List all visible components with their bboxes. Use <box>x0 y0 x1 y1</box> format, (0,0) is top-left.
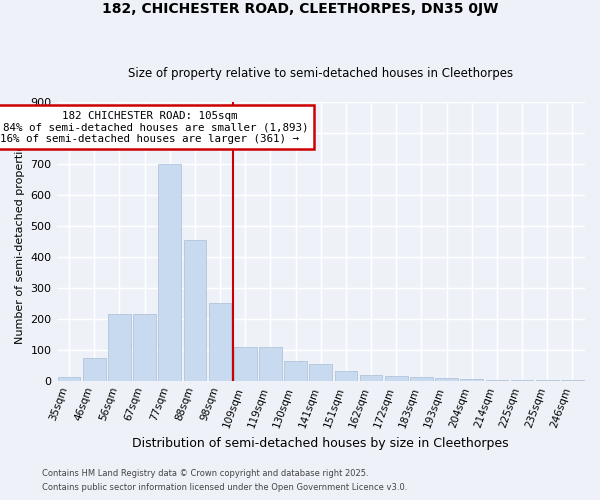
Bar <box>561 380 584 381</box>
Bar <box>410 377 433 381</box>
Bar <box>310 364 332 381</box>
X-axis label: Distribution of semi-detached houses by size in Cleethorpes: Distribution of semi-detached houses by … <box>133 437 509 450</box>
Bar <box>435 378 458 381</box>
Bar <box>536 380 559 381</box>
Bar <box>335 372 357 381</box>
Bar <box>108 314 131 381</box>
Text: 182 CHICHESTER ROAD: 105sqm
← 84% of semi-detached houses are smaller (1,893)
16: 182 CHICHESTER ROAD: 105sqm ← 84% of sem… <box>0 111 309 144</box>
Bar <box>284 360 307 381</box>
Bar <box>58 377 80 381</box>
Bar <box>385 376 407 381</box>
Bar <box>485 380 508 381</box>
Bar <box>460 379 483 381</box>
Title: Size of property relative to semi-detached houses in Cleethorpes: Size of property relative to semi-detach… <box>128 66 514 80</box>
Bar <box>158 164 181 381</box>
Bar <box>209 303 232 381</box>
Y-axis label: Number of semi-detached properties: Number of semi-detached properties <box>15 138 25 344</box>
Text: 182, CHICHESTER ROAD, CLEETHORPES, DN35 0JW: 182, CHICHESTER ROAD, CLEETHORPES, DN35 … <box>102 2 498 16</box>
Bar <box>511 380 533 381</box>
Bar <box>83 358 106 381</box>
Bar <box>360 375 382 381</box>
Bar <box>234 346 257 381</box>
Bar <box>133 314 156 381</box>
Text: Contains HM Land Registry data © Crown copyright and database right 2025.: Contains HM Land Registry data © Crown c… <box>42 468 368 477</box>
Bar <box>184 240 206 381</box>
Text: Contains public sector information licensed under the Open Government Licence v3: Contains public sector information licen… <box>42 484 407 492</box>
Bar <box>259 346 282 381</box>
